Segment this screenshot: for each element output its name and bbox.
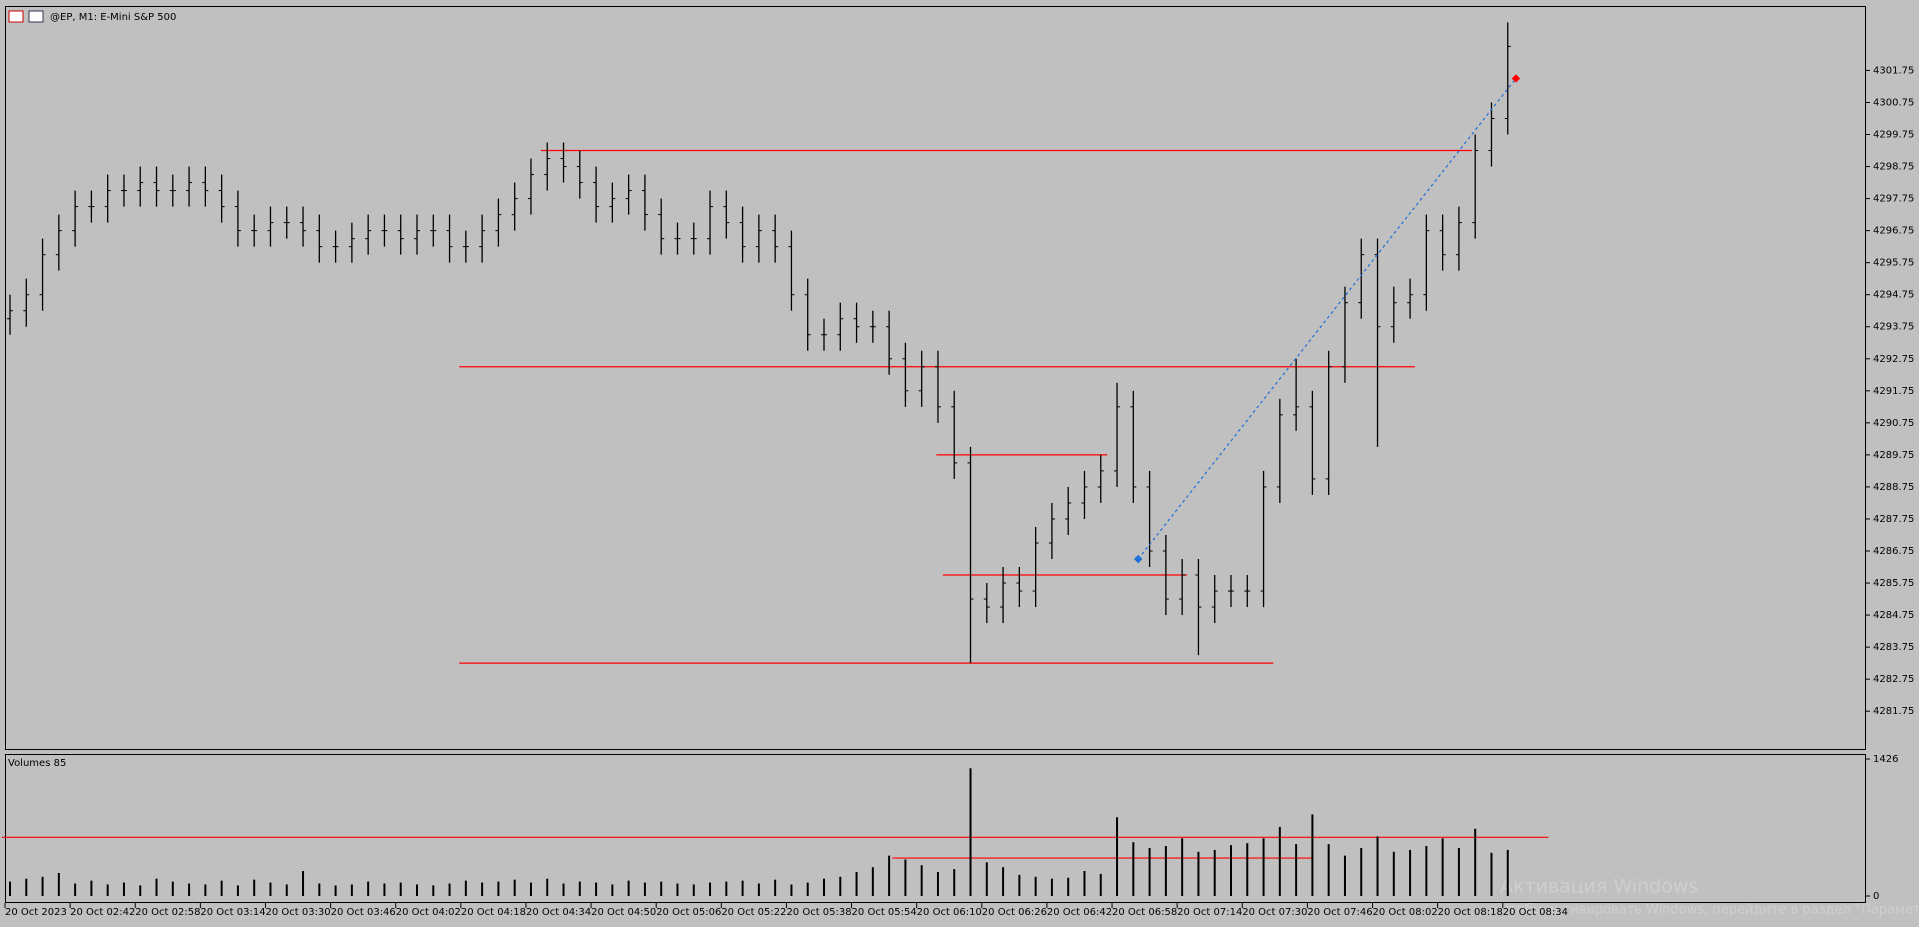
x-tick-label: 20 Oct 07:30	[1242, 907, 1307, 918]
watermark: Активация Windows	[1500, 876, 1698, 898]
x-tick-label: 20 Oct 04:34	[526, 907, 591, 918]
y-tick-label: 4293.75	[1873, 322, 1914, 333]
y-tick-label: 4299.75	[1873, 130, 1914, 141]
x-tick-label: 20 Oct 06:10	[917, 907, 982, 918]
y-tick-label: 4301.75	[1873, 65, 1914, 76]
icon	[28, 10, 44, 23]
y-tick-label: 4283.75	[1873, 642, 1914, 653]
v-tick-label: 0	[1873, 891, 1879, 902]
y-tick-label: 4294.75	[1873, 290, 1914, 301]
trend-anchor	[1133, 554, 1143, 564]
x-tick-label: 20 Oct 04:18	[461, 907, 526, 918]
y-tick-label: 4282.75	[1873, 674, 1914, 685]
y-tick-label: 4287.75	[1873, 514, 1914, 525]
header-icons	[8, 10, 44, 23]
y-tick-label: 4284.75	[1873, 610, 1914, 621]
y-tick-label: 4298.75	[1873, 162, 1914, 173]
y-tick-label: 4297.75	[1873, 194, 1914, 205]
y-tick-label: 4281.75	[1873, 706, 1914, 717]
x-tick-label: 20 Oct 05:22	[721, 907, 786, 918]
y-tick-label: 4285.75	[1873, 578, 1914, 589]
icon	[8, 10, 24, 23]
x-tick-label: 20 Oct 04:02	[396, 907, 461, 918]
y-tick-label: 4296.75	[1873, 226, 1914, 237]
y-tick-label: 4300.75	[1873, 97, 1914, 108]
y-tick-label: 4290.75	[1873, 418, 1914, 429]
x-tick-label: 20 Oct 05:54	[852, 907, 917, 918]
watermark: Чтобы активировать Windows, перейдите в …	[1500, 903, 1919, 918]
x-tick-label: 20 Oct 05:38	[786, 907, 851, 918]
volume-panel	[5, 754, 1866, 903]
y-tick-label: 4292.75	[1873, 354, 1914, 365]
price-panel	[5, 6, 1866, 750]
x-tick-label: 20 Oct 05:06	[656, 907, 721, 918]
v-tick-label: 1426	[1873, 754, 1898, 765]
x-tick-label: 20 Oct 06:26	[982, 907, 1047, 918]
x-tick-label: 20 Oct 03:30	[265, 907, 330, 918]
x-tick-label: 20 Oct 08:02	[1373, 907, 1438, 918]
y-tick-label: 4291.75	[1873, 386, 1914, 397]
x-tick-label: 20 Oct 02:42	[70, 907, 135, 918]
y-tick-label: 4288.75	[1873, 482, 1914, 493]
x-tick-label: 20 Oct 07:46	[1307, 907, 1372, 918]
y-tick-label: 4289.75	[1873, 450, 1914, 461]
volume-title: Volumes 85	[8, 758, 66, 769]
x-tick-label: 20 Oct 06:58	[1112, 907, 1177, 918]
x-tick-label: 20 Oct 2023	[5, 907, 67, 918]
x-tick-label: 20 Oct 08:18	[1438, 907, 1503, 918]
x-tick-label: 20 Oct 03:14	[200, 907, 265, 918]
x-tick-label: 20 Oct 08:34	[1503, 907, 1568, 918]
x-tick-label: 20 Oct 04:50	[591, 907, 656, 918]
x-tick-label: 20 Oct 02:58	[135, 907, 200, 918]
x-tick-label: 20 Oct 06:42	[1047, 907, 1112, 918]
y-tick-label: 4295.75	[1873, 258, 1914, 269]
chart-title: @EP, M1: E-Mini S&P 500	[50, 12, 176, 23]
y-tick-label: 4286.75	[1873, 546, 1914, 557]
x-tick-label: 20 Oct 03:46	[331, 907, 396, 918]
x-tick-label: 20 Oct 07:14	[1177, 907, 1242, 918]
